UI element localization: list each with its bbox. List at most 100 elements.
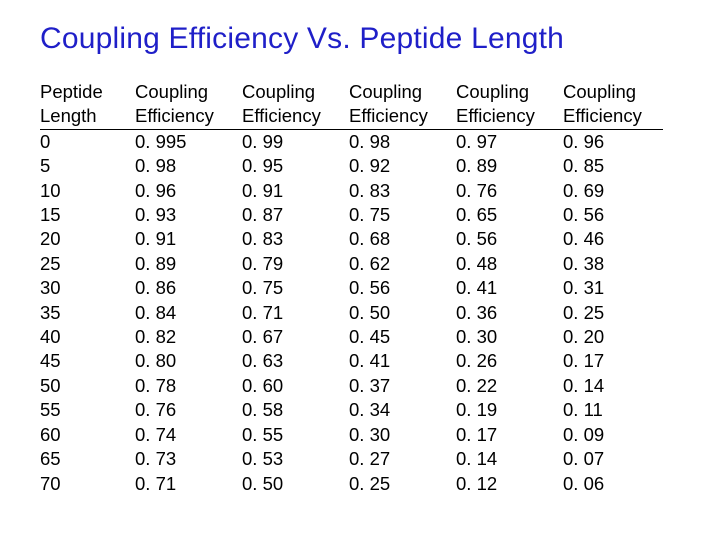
table-cell: 15 <box>40 203 135 227</box>
table-cell: 0. 17 <box>456 423 563 447</box>
col-header-line1: Coupling <box>242 80 345 104</box>
table-cell: 0. 69 <box>563 179 663 203</box>
table-cell: 0. 84 <box>135 301 242 325</box>
col-header-line1: Coupling <box>135 80 238 104</box>
table-cell: 0. 38 <box>563 252 663 276</box>
table-cell: 0. 85 <box>563 154 663 178</box>
table-cell: 0. 89 <box>456 154 563 178</box>
table-cell: 10 <box>40 179 135 203</box>
table-row: 150. 930. 870. 750. 650. 56 <box>40 203 663 227</box>
table-cell: 0. 46 <box>563 227 663 251</box>
table-cell: 0. 56 <box>349 276 456 300</box>
table-cell: 0. 30 <box>456 325 563 349</box>
table-cell: 0. 20 <box>563 325 663 349</box>
table-cell: 0. 73 <box>135 447 242 471</box>
table-cell: 0. 37 <box>349 374 456 398</box>
table-cell: 30 <box>40 276 135 300</box>
table-cell: 0. 22 <box>456 374 563 398</box>
table-body: 00. 9950. 990. 980. 970. 9650. 980. 950.… <box>40 129 663 496</box>
col-header-eff-2: Coupling Efficiency <box>242 80 349 129</box>
col-header-line2: Length <box>40 104 131 128</box>
table-cell: 0. 82 <box>135 325 242 349</box>
table-cell: 0. 27 <box>349 447 456 471</box>
table-cell: 5 <box>40 154 135 178</box>
table-cell: 0. 78 <box>135 374 242 398</box>
table-cell: 40 <box>40 325 135 349</box>
table-cell: 50 <box>40 374 135 398</box>
table-cell: 0. 93 <box>135 203 242 227</box>
table-cell: 0. 74 <box>135 423 242 447</box>
table-cell: 0. 89 <box>135 252 242 276</box>
col-header-eff-4: Coupling Efficiency <box>456 80 563 129</box>
data-table: Peptide Length Coupling Efficiency Coupl… <box>40 80 663 496</box>
table-cell: 0. 36 <box>456 301 563 325</box>
col-header-eff-3: Coupling Efficiency <box>349 80 456 129</box>
table-cell: 25 <box>40 252 135 276</box>
col-header-line1: Coupling <box>349 80 452 104</box>
table-cell: 0. 76 <box>135 398 242 422</box>
table-cell: 0. 75 <box>349 203 456 227</box>
table-row: 500. 780. 600. 370. 220. 14 <box>40 374 663 398</box>
table-cell: 0. 96 <box>563 129 663 154</box>
table-cell: 0. 56 <box>456 227 563 251</box>
table-cell: 0. 71 <box>242 301 349 325</box>
table-cell: 0. 98 <box>349 129 456 154</box>
table-cell: 0. 48 <box>456 252 563 276</box>
table-row: 400. 820. 670. 450. 300. 20 <box>40 325 663 349</box>
table-cell: 0. 41 <box>349 349 456 373</box>
table-cell: 0. 50 <box>242 472 349 496</box>
table-cell: 65 <box>40 447 135 471</box>
table-cell: 0. 79 <box>242 252 349 276</box>
table-row: 00. 9950. 990. 980. 970. 96 <box>40 129 663 154</box>
table-cell: 0. 41 <box>456 276 563 300</box>
table-cell: 0. 14 <box>563 374 663 398</box>
table-cell: 0. 55 <box>242 423 349 447</box>
table-cell: 0. 68 <box>349 227 456 251</box>
table-cell: 70 <box>40 472 135 496</box>
table-cell: 20 <box>40 227 135 251</box>
table-cell: 0. 58 <box>242 398 349 422</box>
table-cell: 0. 09 <box>563 423 663 447</box>
table-cell: 0. 99 <box>242 129 349 154</box>
table-cell: 0. 91 <box>135 227 242 251</box>
table-cell: 0. 62 <box>349 252 456 276</box>
table-cell: 0. 34 <box>349 398 456 422</box>
table-cell: 0. 97 <box>456 129 563 154</box>
table-cell: 0. 87 <box>242 203 349 227</box>
col-header-peptide-length: Peptide Length <box>40 80 135 129</box>
col-header-eff-1: Coupling Efficiency <box>135 80 242 129</box>
table-cell: 0. 56 <box>563 203 663 227</box>
table-cell: 0. 75 <box>242 276 349 300</box>
table-row: 550. 760. 580. 340. 190. 11 <box>40 398 663 422</box>
table-cell: 0. 31 <box>563 276 663 300</box>
col-header-eff-5: Coupling Efficiency <box>563 80 663 129</box>
slide-title: Coupling Efficiency Vs. Peptide Length <box>40 22 680 56</box>
table-cell: 0. 995 <box>135 129 242 154</box>
col-header-line1: Coupling <box>563 80 659 104</box>
table-cell: 0. 26 <box>456 349 563 373</box>
slide: Coupling Efficiency Vs. Peptide Length P… <box>0 0 720 540</box>
table-row: 650. 730. 530. 270. 140. 07 <box>40 447 663 471</box>
table-cell: 45 <box>40 349 135 373</box>
table-cell: 0. 30 <box>349 423 456 447</box>
table-cell: 0. 65 <box>456 203 563 227</box>
table-row: 600. 740. 550. 300. 170. 09 <box>40 423 663 447</box>
table-cell: 0. 83 <box>242 227 349 251</box>
table-cell: 0. 63 <box>242 349 349 373</box>
table-row: 50. 980. 950. 920. 890. 85 <box>40 154 663 178</box>
table-row: 300. 860. 750. 560. 410. 31 <box>40 276 663 300</box>
table-row: 450. 800. 630. 410. 260. 17 <box>40 349 663 373</box>
table-cell: 0 <box>40 129 135 154</box>
table-cell: 0. 12 <box>456 472 563 496</box>
col-header-line2: Efficiency <box>563 104 659 128</box>
table-cell: 0. 14 <box>456 447 563 471</box>
table-cell: 0. 25 <box>349 472 456 496</box>
table-cell: 0. 83 <box>349 179 456 203</box>
col-header-line1: Peptide <box>40 80 131 104</box>
table-cell: 0. 91 <box>242 179 349 203</box>
table-cell: 0. 17 <box>563 349 663 373</box>
table-cell: 55 <box>40 398 135 422</box>
table-cell: 35 <box>40 301 135 325</box>
table-row: 200. 910. 830. 680. 560. 46 <box>40 227 663 251</box>
table-cell: 60 <box>40 423 135 447</box>
